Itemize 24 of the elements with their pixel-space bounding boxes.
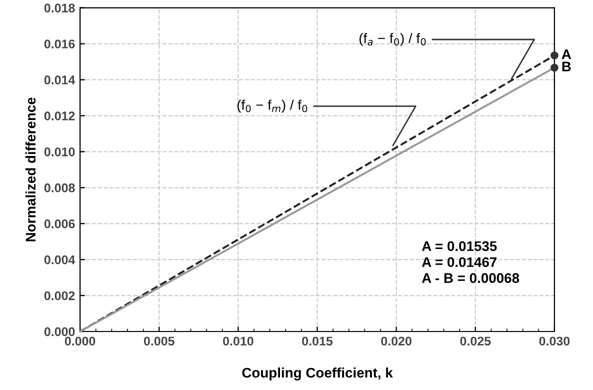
y-tick-label: 0.012 [44,112,75,120]
x-tick-label: 0.005 [144,336,174,346]
x-tick-label: 0.025 [460,336,491,346]
annotation: (f$_{0}$ − f$_{m}$) / f$_{0}$ [237,100,308,113]
x-tick-label: 0.010 [223,336,254,346]
y-tick-label: 0.010 [44,147,75,156]
x-tick-label: 0.030 [539,336,570,346]
x-tick-label: 0.020 [381,336,412,346]
x-axis-title: Coupling Coefficient, k [242,367,393,380]
annotation: A [562,49,572,60]
y-tick-label: 0.006 [44,219,75,228]
x-tick-label: 0.015 [302,336,333,346]
annotation: A = 0.01535 A = 0.01467 A - B = 0.00068 [422,241,520,283]
annotation: B [562,62,571,72]
y-tick-label: 0.016 [44,40,75,48]
annotation: (f$_{a}$ − f$_{0}$) / f$_{0}$ [360,32,426,46]
y-tick-label: 0.004 [44,255,76,264]
y-tick-label: 0.000 [44,327,75,336]
y-tick-label: 0.008 [44,183,75,192]
y-tick-label: 0.018 [44,4,75,12]
y-tick-label: 0.002 [44,291,75,300]
y-tick-label: 0.014 [44,76,76,84]
y-axis-title: Normalized difference [25,98,36,242]
x-tick-label: 0.000 [64,336,96,346]
